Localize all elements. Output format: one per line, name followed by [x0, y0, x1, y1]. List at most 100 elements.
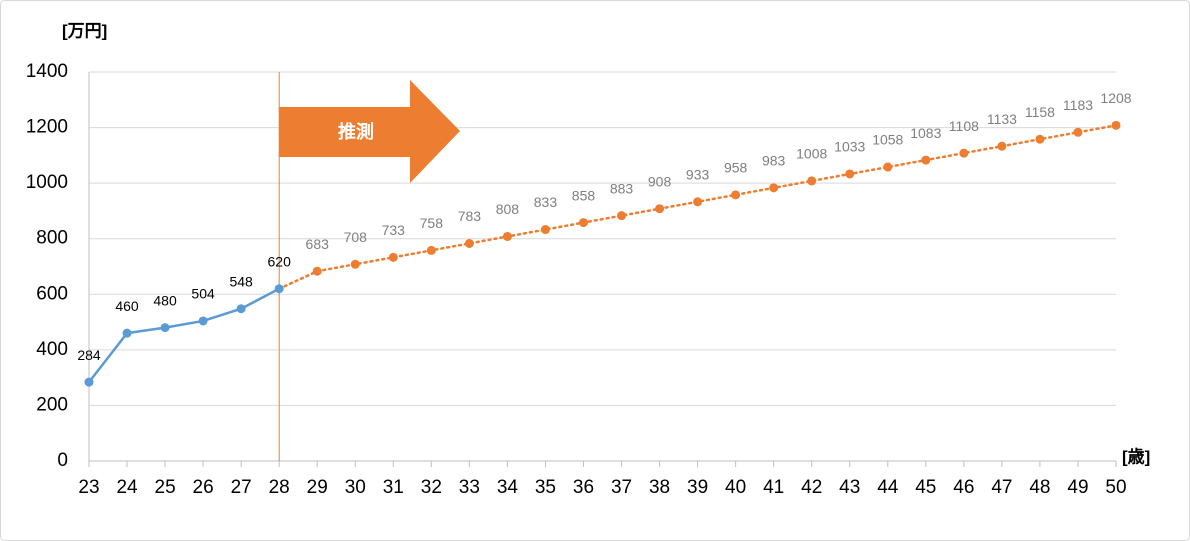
x-tick-label: 36	[573, 477, 594, 498]
data-label: 983	[762, 153, 786, 169]
x-tick-label: 28	[269, 477, 290, 498]
data-label: 783	[458, 208, 482, 224]
data-label: 1183	[1063, 97, 1093, 113]
data-label: 1008	[796, 146, 827, 162]
data-point	[883, 162, 893, 172]
data-label: 284	[77, 347, 101, 363]
x-unit: [歳]	[1122, 446, 1150, 466]
data-point	[198, 316, 208, 326]
data-label: 1208	[1100, 90, 1131, 106]
x-tick-label: 34	[497, 477, 519, 498]
data-label: 908	[648, 173, 672, 189]
x-tick-label: 48	[1029, 477, 1050, 498]
data-point	[617, 211, 627, 221]
data-point	[731, 190, 741, 200]
data-label: 1058	[872, 132, 903, 148]
y-tick-label: 1000	[26, 172, 68, 193]
data-label: 883	[610, 180, 634, 196]
data-label: 504	[191, 286, 215, 302]
data-label: 758	[420, 215, 444, 231]
data-label: 833	[534, 194, 558, 210]
y-tick-label: 200	[36, 394, 68, 415]
data-label: 480	[153, 292, 177, 308]
x-tick-label: 31	[383, 477, 404, 498]
y-tick-label: 1200	[26, 117, 68, 138]
arrow-label: 推測	[338, 121, 374, 142]
series-line	[87, 287, 281, 384]
x-tick-label: 40	[725, 477, 746, 498]
data-point	[1035, 134, 1045, 144]
x-tick-label: 33	[459, 477, 480, 498]
data-point	[807, 176, 817, 186]
data-point	[921, 155, 931, 165]
data-label: 733	[382, 222, 406, 238]
x-tick-label: 47	[991, 477, 1012, 498]
data-point	[464, 238, 474, 248]
x-tick-label: 42	[801, 477, 822, 498]
x-tick-label: 38	[649, 477, 670, 498]
data-point	[350, 259, 360, 269]
data-point	[160, 323, 170, 333]
data-point	[769, 183, 779, 193]
x-tick-label: 46	[953, 477, 974, 498]
data-point	[655, 204, 665, 214]
data-label: 1158	[1025, 104, 1055, 120]
x-tick-label: 29	[307, 477, 328, 498]
y-tick-label: 600	[36, 283, 68, 304]
x-tick-label: 32	[421, 477, 442, 498]
data-point	[1111, 120, 1121, 130]
data-label: 1108	[949, 118, 979, 134]
data-point	[1073, 127, 1083, 137]
data-point	[693, 197, 703, 207]
data-point	[426, 245, 436, 255]
x-tick-label: 26	[193, 477, 214, 498]
data-point	[578, 218, 588, 228]
x-tick-label: 39	[687, 477, 708, 498]
y-tick-label: 0	[57, 450, 68, 471]
data-point	[274, 284, 284, 294]
data-label: 808	[496, 201, 520, 217]
x-tick-label: 35	[535, 477, 556, 498]
data-label: 708	[344, 229, 368, 245]
y-tick-label: 400	[36, 339, 68, 360]
data-label: 1083	[910, 125, 941, 141]
data-point	[388, 252, 398, 262]
x-tick-label: 25	[155, 477, 176, 498]
data-point	[236, 304, 246, 314]
data-point	[502, 231, 512, 241]
data-point	[122, 328, 132, 338]
data-point	[540, 225, 550, 235]
data-label: 683	[306, 236, 330, 252]
x-tick-label: 45	[915, 477, 936, 498]
x-tick-label: 43	[839, 477, 860, 498]
data-label: 548	[229, 273, 253, 289]
data-label: 958	[724, 160, 748, 176]
x-tick-label: 27	[231, 477, 252, 498]
x-tick-label: 24	[116, 477, 138, 498]
x-tick-label: 37	[611, 477, 632, 498]
x-tick-label: 30	[345, 477, 366, 498]
x-tick-label: 41	[763, 477, 784, 498]
data-label: 858	[572, 187, 596, 203]
data-point	[845, 169, 855, 179]
data-point	[959, 148, 969, 158]
data-label: 1133	[987, 111, 1017, 127]
y-tick-label: 1400	[26, 61, 68, 82]
data-label: 620	[268, 253, 292, 269]
data-label: 1033	[834, 139, 865, 155]
data-point	[84, 377, 94, 387]
data-label: 460	[115, 298, 139, 314]
x-tick-label: 49	[1067, 477, 1088, 498]
data-point	[312, 266, 322, 276]
x-tick-label: 50	[1105, 477, 1126, 498]
x-tick-label: 44	[877, 477, 899, 498]
y-unit: [万円]	[62, 21, 107, 40]
y-tick-label: 800	[36, 228, 68, 249]
data-label: 933	[686, 166, 710, 182]
arrow	[279, 80, 460, 183]
data-point	[997, 141, 1007, 151]
x-tick-label: 23	[78, 477, 99, 498]
